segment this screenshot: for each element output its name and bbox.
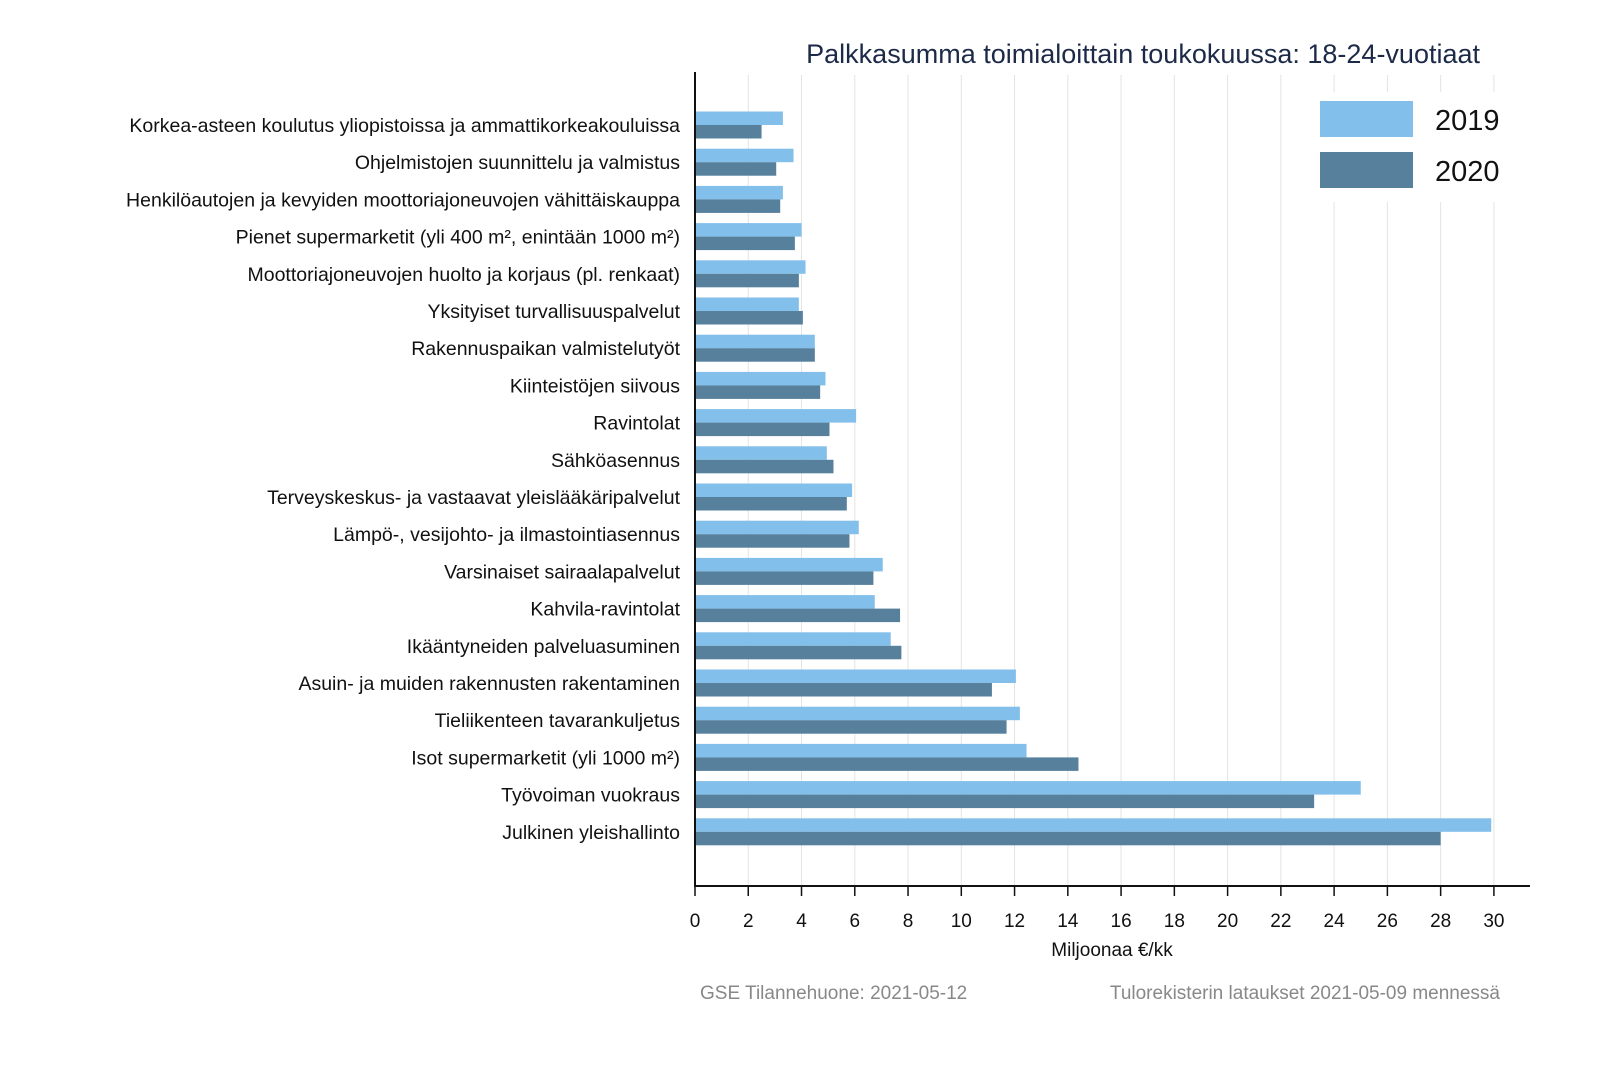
- category-label: Julkinen yleishallinto: [502, 822, 680, 844]
- bar-2019: [695, 185, 783, 200]
- bar-2020: [695, 497, 847, 511]
- bar-2020: [695, 385, 821, 399]
- category-label: Korkea-asteen koulutus yliopistoissa ja …: [129, 115, 680, 137]
- bar-2020: [695, 608, 901, 623]
- bar-2020: [695, 720, 1007, 734]
- bar-2019: [695, 557, 883, 572]
- footer-note: Tulorekisterin lataukset 2021-05-09 menn…: [1110, 983, 1500, 1004]
- x-tick-label: 22: [1270, 911, 1291, 932]
- x-tick-label: 18: [1164, 911, 1185, 932]
- x-tick-label: 6: [849, 911, 860, 932]
- category-label: Ravintolat: [593, 413, 680, 435]
- bar-2019: [695, 409, 857, 423]
- bar-2019: [695, 223, 802, 237]
- bar-2020: [695, 162, 777, 176]
- bar-2020: [695, 125, 762, 139]
- bar-2020: [695, 534, 850, 548]
- x-tick-label: 16: [1111, 911, 1132, 932]
- category-label: Henkilöautojen ja kevyiden moottoriajone…: [126, 189, 680, 211]
- bar-2020: [695, 273, 799, 288]
- bar-2019: [695, 483, 853, 497]
- category-label: Pienet supermarketit (yli 400 m², enintä…: [236, 227, 680, 249]
- legend-swatch-2019: [1320, 101, 1413, 137]
- category-label: Rakennuspaikan valmistelutyöt: [411, 338, 680, 360]
- x-tick-label: 24: [1324, 911, 1346, 932]
- bar-2019: [695, 632, 891, 646]
- bar-2019: [695, 111, 783, 125]
- bar-2019: [695, 595, 875, 609]
- bar-2020: [695, 199, 781, 213]
- x-tick-label: 26: [1377, 911, 1398, 932]
- x-tick-label: 28: [1430, 911, 1451, 932]
- bars: [695, 111, 1492, 846]
- x-tick-label: 12: [1004, 911, 1025, 932]
- bar-2019: [695, 669, 1016, 683]
- category-label: Kiinteistöjen siivous: [510, 375, 680, 397]
- bar-2020: [695, 683, 992, 697]
- x-tick-label: 8: [903, 911, 914, 932]
- bar-2019: [695, 706, 1020, 721]
- category-labels: Korkea-asteen koulutus yliopistoissa ja …: [126, 115, 681, 844]
- category-label: Asuin- ja muiden rakennusten rakentamine…: [298, 673, 680, 695]
- legend-swatch-2020: [1320, 152, 1413, 188]
- bar-2020: [695, 236, 795, 251]
- category-label: Varsinaiset sairaalapalvelut: [444, 561, 681, 583]
- legend-label-2020: 2020: [1435, 156, 1500, 188]
- bar-2019: [695, 371, 826, 386]
- category-label: Isot supermarketit (yli 1000 m²): [411, 747, 680, 769]
- bar-2020: [695, 422, 830, 437]
- bar-2019: [695, 781, 1361, 795]
- bar-2019: [695, 148, 794, 163]
- bar-2020: [695, 571, 874, 585]
- bar-2020: [695, 311, 803, 325]
- x-axis-label: Miljoonaa €/kk: [1051, 940, 1173, 961]
- legend-label-2019: 2019: [1435, 105, 1500, 137]
- x-axis: 0 2 4 6 8 10 12 14 16 18 20 22 24 26 28 30: [690, 886, 1504, 932]
- x-tick-label: 0: [690, 911, 701, 932]
- x-tick-label: 14: [1057, 911, 1079, 932]
- category-label: Moottoriajoneuvojen huolto ja korjaus (p…: [248, 264, 681, 286]
- category-label: Ikääntyneiden palveluasuminen: [407, 636, 680, 658]
- category-label: Yksityiset turvallisuuspalvelut: [427, 301, 680, 323]
- category-label: Tieliikenteen tavarankuljetus: [435, 710, 681, 732]
- x-tick-label: 10: [951, 911, 972, 932]
- x-tick-label: 4: [796, 911, 807, 932]
- category-label: Kahvila-ravintolat: [530, 599, 680, 621]
- x-tick-label: 20: [1217, 911, 1238, 932]
- footer-source: GSE Tilannehuone: 2021-05-12: [700, 983, 967, 1004]
- bar-2020: [695, 757, 1079, 771]
- bar-2019: [695, 520, 859, 535]
- bar-2019: [695, 743, 1027, 758]
- bar-2019: [695, 818, 1492, 832]
- legend: 2019 2020: [1300, 92, 1525, 202]
- x-tick-label: 2: [743, 911, 754, 932]
- category-label: Ohjelmistojen suunnittelu ja valmistus: [355, 152, 680, 174]
- bar-2019: [695, 297, 799, 311]
- category-label: Lämpö-, vesijohto- ja ilmastointiasennus: [333, 524, 680, 546]
- bar-2020: [695, 348, 815, 362]
- bar-2019: [695, 260, 806, 274]
- bar-2019: [695, 446, 827, 460]
- chart-title: Palkkasumma toimialoittain toukokuussa: …: [806, 39, 1480, 69]
- bar-2019: [695, 334, 815, 349]
- gridlines: [747, 75, 1495, 886]
- category-label: Sähköasennus: [551, 450, 680, 472]
- bar-2020: [695, 645, 902, 660]
- bar-2020: [695, 459, 834, 474]
- category-label: Terveyskeskus- ja vastaavat yleislääkäri…: [267, 487, 681, 509]
- bar-2020: [695, 794, 1315, 809]
- x-tick-label: 30: [1483, 911, 1504, 932]
- category-label: Työvoiman vuokraus: [501, 785, 680, 807]
- bar-2020: [695, 831, 1441, 846]
